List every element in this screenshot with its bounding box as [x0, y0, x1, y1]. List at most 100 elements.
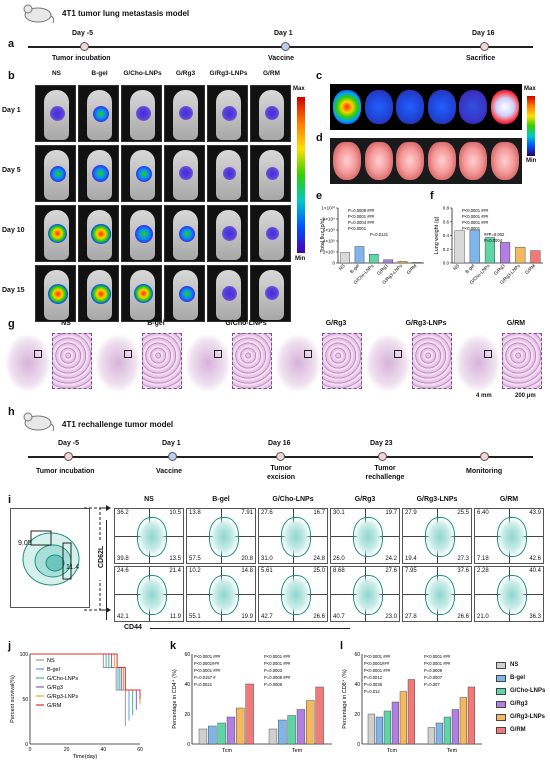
lung-ivis-3	[427, 90, 456, 124]
mouse-body	[130, 90, 155, 140]
lung-ivis-5	[490, 90, 519, 124]
tumor-signal	[48, 224, 68, 244]
flow-contour	[137, 517, 167, 557]
bar-2	[484, 237, 495, 264]
bar-Tcm-5	[245, 683, 254, 745]
flow-quadrant-value: 5.61	[261, 568, 273, 574]
flow-quadrant-value: 13.5	[169, 556, 181, 562]
timeline-a-day-2: Day 1	[274, 30, 293, 37]
bar-3	[383, 259, 393, 264]
lung-ivis-2	[396, 90, 424, 124]
flow-quadrant-value: 7.18	[477, 556, 489, 562]
p-value: P<0.0001 ###	[364, 654, 391, 659]
histo-roi-box-1	[124, 350, 132, 358]
tumor-signal	[134, 224, 153, 243]
flow-quadrant-value: 25.5	[457, 510, 469, 516]
flow-quadrant-value: 24.2	[385, 556, 397, 562]
p-value: P=0.0021	[194, 682, 213, 687]
bar-Tem-5	[467, 686, 476, 745]
bar-Tcm-3	[226, 716, 236, 745]
chart-k-cd4: 0 20 40 60 Percentage in CD4⁺ (%) Tcm Tem P<0.0…	[171, 652, 332, 754]
p-value: P<0.0001 ###	[264, 661, 291, 666]
y-tick-label: 0	[25, 742, 28, 748]
flow-quadrant-value: 6.40	[477, 510, 489, 516]
colorbar-b-max: Max	[293, 86, 305, 92]
gating-plot	[10, 508, 90, 608]
timeline-h-dot-2	[168, 452, 177, 461]
lung-photo-3	[427, 142, 456, 180]
timeline-h-label-5: Monitoring	[466, 468, 503, 475]
flow-plot-r1-c3: 8.68 27.6 40.7 23.0	[330, 566, 400, 622]
flow-contour	[497, 575, 527, 615]
lung-ivis-4	[459, 90, 487, 124]
tumor-signal	[135, 165, 152, 182]
legend-label-0: NS	[510, 662, 519, 668]
chart-e-total-flux: 0 2×10⁹ 4×10⁹ 6×10⁹ 8×10⁹ 1×10¹⁰ Total flux (p…	[320, 206, 424, 285]
histo-title-5: G/RM	[506, 320, 526, 327]
x-tick-label: Tcm	[222, 748, 233, 754]
ivis-row-label-1: Day 5	[2, 167, 21, 174]
bar-Tcm-2	[217, 722, 226, 745]
flow-quadrant-value: 2.28	[477, 568, 489, 574]
tumor-signal	[50, 106, 65, 121]
timeline-h-label-4: Tumor rechallenge	[365, 465, 405, 481]
y-axis-label: Percent survival(%)	[10, 675, 16, 723]
mouse-body	[44, 270, 69, 320]
tumor-signal	[178, 225, 195, 242]
ivis-row-label-2: Day 10	[2, 227, 25, 234]
flow-quadrant-value: 27.8	[405, 614, 417, 620]
legend-swatch-1	[496, 675, 506, 682]
y-tick-label: 2×10⁹	[323, 250, 335, 255]
legend-label-5: G/RM	[510, 727, 526, 733]
x-tick-label: G/RM	[406, 263, 418, 275]
y-axis-label: Percentage in CD4⁺ (%)	[171, 669, 178, 729]
ivis-image	[121, 85, 162, 142]
y-tick-label: 0	[332, 261, 335, 266]
x-tick-label: NS	[452, 263, 460, 271]
p-value: P=0.0009 ###	[348, 208, 375, 213]
legend-label-2: G/Cho-LNPs	[510, 688, 546, 694]
gating-contour-icon	[22, 530, 80, 586]
bar-Tem-0	[427, 727, 436, 745]
p-value: P=0.0006	[264, 682, 283, 687]
p-value: P=0.0036	[364, 682, 383, 687]
p-value: P<0.0001 ###	[348, 214, 375, 219]
bar-Tem-2	[443, 716, 452, 745]
bar-4	[515, 246, 526, 264]
bar-5	[412, 262, 422, 264]
flow-col-header-0: NS	[144, 496, 154, 503]
bar-Tem-1	[435, 722, 444, 745]
x-tick-label: 60	[137, 747, 143, 753]
flow-quadrant-value: 36.3	[529, 614, 541, 620]
tumor-signal	[91, 284, 111, 304]
histo-lowmag-5	[456, 335, 500, 391]
ivis-image	[164, 145, 205, 202]
x-tick-label: NS	[338, 263, 346, 271]
flow-quadrant-value: 13.8	[189, 510, 201, 516]
ivis-image	[207, 85, 248, 142]
histo-roi-box-5	[484, 350, 492, 358]
ivis-col-header-1: B-gel	[91, 70, 108, 77]
flow-quadrant-value: 25.0	[313, 568, 325, 574]
tumor-signal	[178, 285, 195, 302]
panel-label-a: a	[8, 38, 15, 50]
bar-1	[354, 246, 365, 264]
timeline-a-day-3: Day 16	[472, 30, 495, 37]
panel-label-g: g	[8, 318, 15, 330]
survival-line-5	[30, 653, 141, 699]
flow-quadrant-value: 11.9	[169, 614, 181, 620]
legend-swatch-2	[496, 688, 506, 695]
timeline-a-label-1: Tumor incubation	[52, 55, 111, 62]
flow-contour	[425, 575, 455, 615]
legend-label: B-gel	[47, 667, 60, 673]
colorbar-c-max: Max	[524, 86, 536, 92]
mouse-body	[173, 90, 198, 140]
tumor-signal	[265, 166, 279, 180]
flow-quadrant-value: 19.9	[241, 614, 253, 620]
flow-quadrant-value: 24.6	[117, 568, 129, 574]
ivis-row-label-0: Day 1	[2, 107, 21, 114]
ivis-image	[121, 145, 162, 202]
legend-label: G/Cho-LNPs	[47, 676, 78, 682]
panel-label-d: d	[316, 132, 323, 144]
colorbar-b	[297, 97, 305, 253]
